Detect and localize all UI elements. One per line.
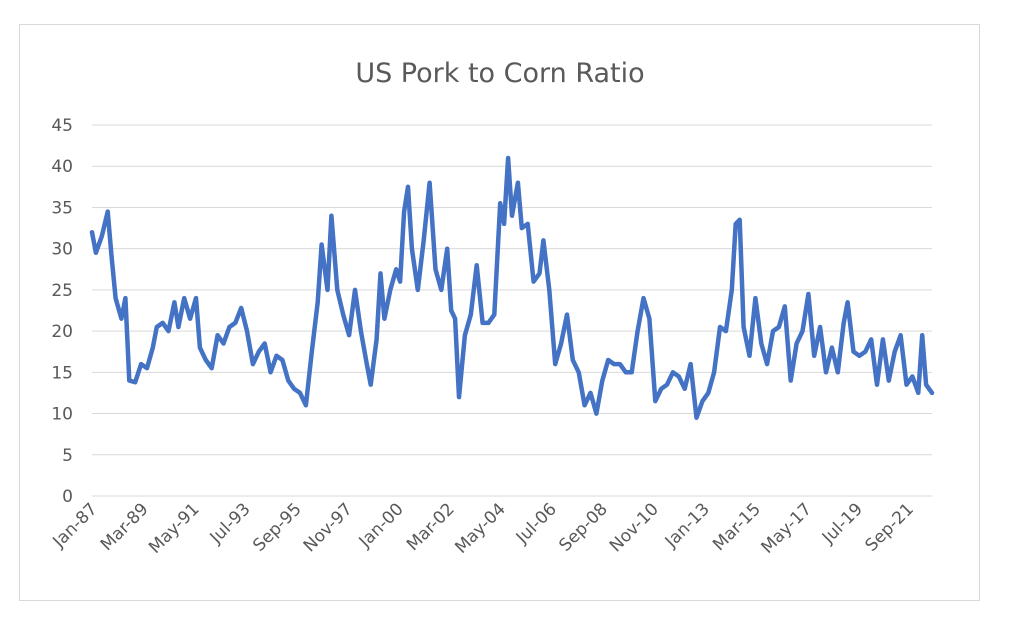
x-tick-label: Jan-87	[49, 499, 102, 552]
x-tick-label: Nov-10	[606, 499, 663, 556]
y-tick-label: 25	[51, 281, 73, 301]
x-tick-label: Jul-06	[512, 499, 561, 548]
x-tick-label: Jan-13	[661, 499, 714, 552]
y-tick-label: 5	[62, 446, 73, 466]
x-tick-label: Jul-93	[206, 499, 255, 548]
x-tick-label: Jul-19	[818, 499, 867, 548]
series-group	[89, 155, 935, 420]
x-tick-label: Mar-89	[97, 499, 153, 555]
x-tick-label: Sep-08	[555, 499, 611, 555]
x-tick-label: May-91	[145, 499, 203, 557]
y-tick-label: 45	[51, 116, 73, 136]
y-axis-ticks: 0 5 10 15 20 25 30 35 40 45	[51, 116, 73, 507]
series-line	[89, 155, 935, 420]
x-tick-label: Mar-15	[709, 499, 765, 555]
y-tick-label: 35	[51, 198, 73, 218]
x-tick-label: Jan-00	[355, 499, 408, 552]
x-tick-label: Sep-21	[862, 499, 918, 555]
x-tick-label: May-04	[451, 499, 509, 557]
y-tick-label: 0	[62, 487, 73, 507]
y-tick-label: 10	[51, 405, 73, 425]
chart-title: US Pork to Corn Ratio	[355, 58, 644, 89]
x-tick-label: May-17	[758, 499, 816, 557]
x-tick-label: Nov-97	[300, 499, 357, 556]
y-tick-label: 20	[51, 322, 73, 342]
x-tick-label: Sep-95	[249, 499, 305, 555]
y-tick-label: 15	[51, 363, 73, 383]
gridlines	[92, 124, 932, 497]
x-tick-label: Mar-02	[403, 499, 459, 555]
y-tick-label: 30	[51, 240, 73, 260]
y-tick-label: 40	[51, 157, 73, 177]
